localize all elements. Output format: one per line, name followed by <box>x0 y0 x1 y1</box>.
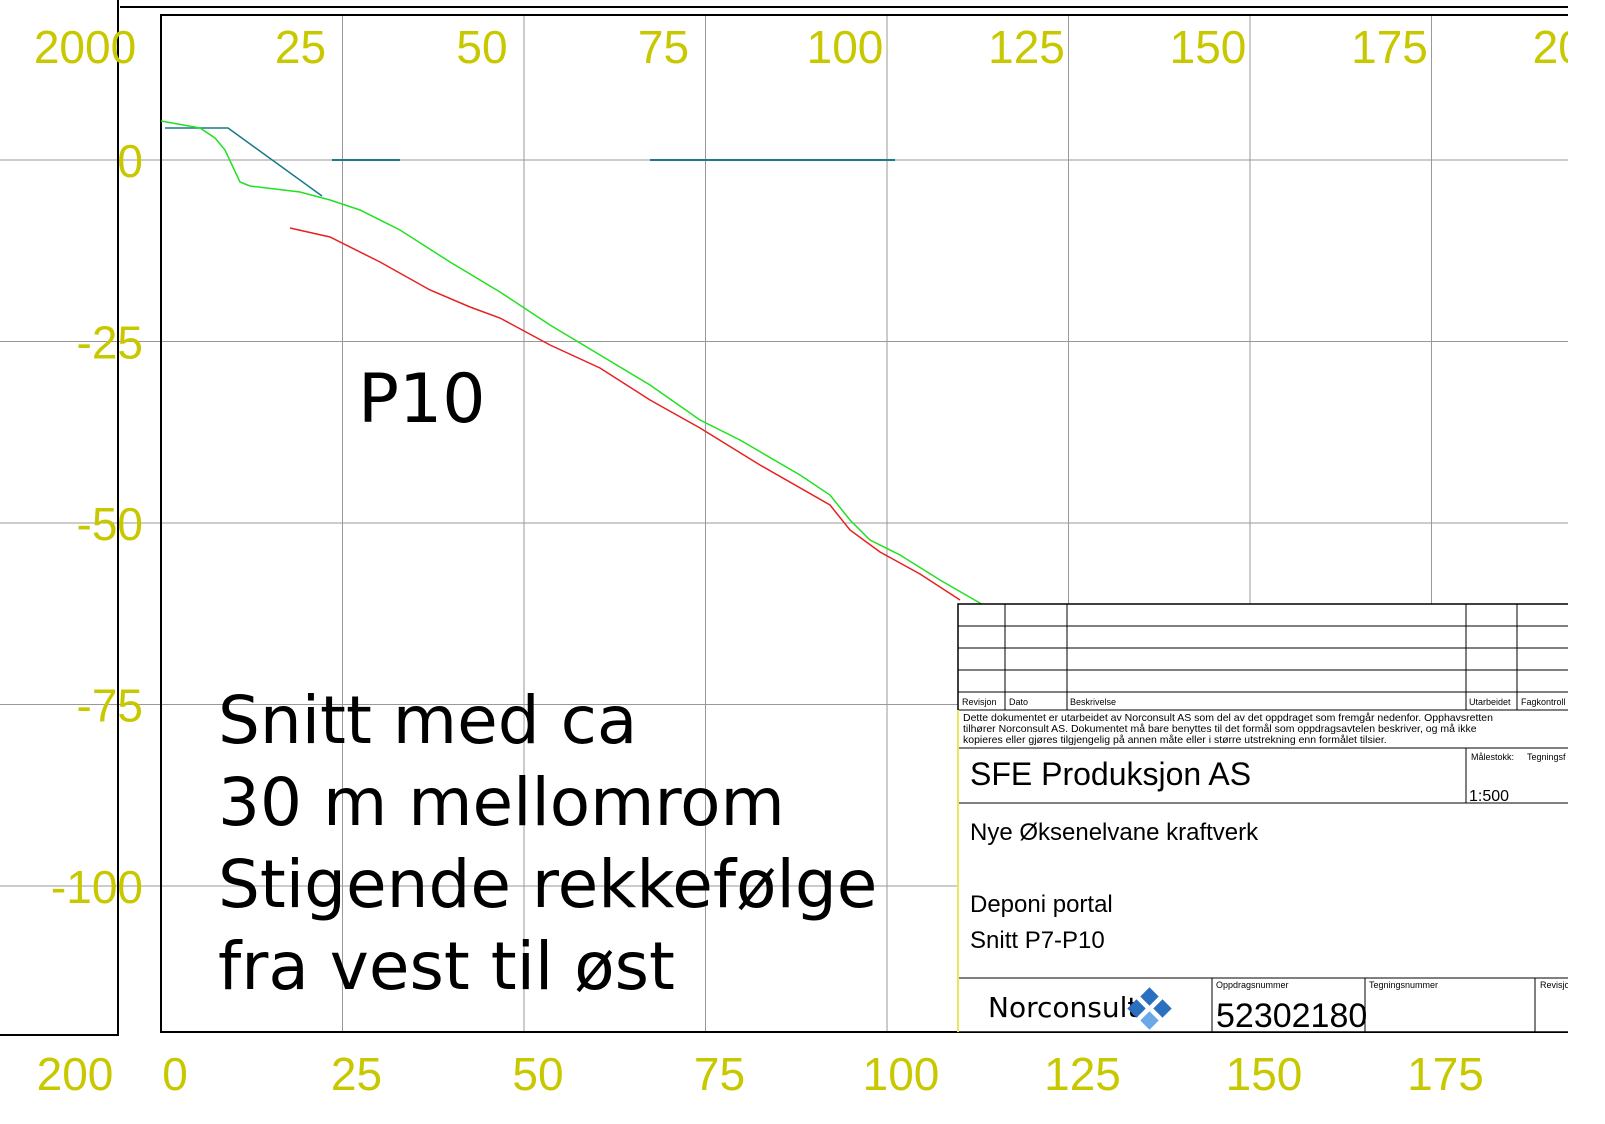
top-tick-label: 125 <box>988 21 1065 73</box>
header-label: Dato <box>1009 697 1028 707</box>
scale: 1:500 <box>1469 788 1509 805</box>
title-block: Revisjon Dato Beskrivelse Utarbeidet Fag… <box>957 603 1568 1035</box>
bottom-tick-label: 25 <box>331 1048 382 1100</box>
bottom-tick-label: 125 <box>1044 1048 1121 1100</box>
drawing-subtitle: Snitt P7-P10 <box>970 927 1105 954</box>
disclaimer: tilhører Norconsult AS. Dokumentet må ba… <box>963 723 1477 735</box>
top-tick-label: 100 <box>807 21 884 73</box>
title-block-frame <box>957 603 1568 1033</box>
scale-label: Målestokk: <box>1471 752 1514 762</box>
section-label: P10 <box>358 360 486 439</box>
note-line: Stigende rekkefølge <box>218 846 877 923</box>
order-number: 52302180 <box>1216 997 1367 1035</box>
company-logo <box>1127 987 1172 1030</box>
header-label: Fagkontroll <box>1521 697 1566 707</box>
grid <box>0 15 1568 1032</box>
top-tick-label: 50 <box>456 21 507 73</box>
drawing-title: Deponi portal <box>970 891 1113 918</box>
disclaimer: kopieres eller gjøres tilgjengelig på an… <box>963 734 1387 746</box>
top-tick-label: 200 <box>1533 21 1568 73</box>
client: SFE Produksjon AS <box>970 756 1251 792</box>
company-logo-text: Norconsult <box>988 991 1138 1024</box>
left-tick-label: 0 <box>117 135 143 187</box>
note-line: Snitt med ca <box>218 682 637 759</box>
left-tick-label: -100 <box>51 861 143 913</box>
plot-frame <box>160 14 1568 1033</box>
rock-profile <box>289 227 961 601</box>
design-line <box>165 127 323 197</box>
left-tick-label: -25 <box>77 317 143 369</box>
bottom-tick-label: 0 <box>162 1048 188 1100</box>
header-label: Utarbeidet <box>1469 697 1511 707</box>
terrain-profile <box>160 120 986 607</box>
note-line: fra vest til øst <box>218 928 675 1005</box>
top-tick-label: 25 <box>275 21 326 73</box>
disclaimer: Dette dokumentet er utarbeidet av Norcon… <box>963 712 1493 724</box>
top-tick-label: 175 <box>1351 21 1428 73</box>
left-tick-label: -75 <box>77 680 143 732</box>
revision-label: Revisjo <box>1540 980 1568 990</box>
order-label: Oppdragsnummer <box>1216 980 1289 990</box>
bottom-tick-label: 100 <box>863 1048 940 1100</box>
top-tick-label: 2000 <box>34 21 136 73</box>
top-tick-label: 150 <box>1170 21 1247 73</box>
bottom-tick-label: 200 <box>37 1048 114 1100</box>
bottom-tick-label: 150 <box>1226 1048 1303 1100</box>
project: Nye Øksenelvane kraftverk <box>970 819 1259 846</box>
format-label: Tegningsf <box>1527 752 1566 762</box>
bottom-tick-label: 75 <box>694 1048 745 1100</box>
header-label: Revisjon <box>962 697 997 707</box>
left-tick-label: -50 <box>77 498 143 550</box>
drawing: P10 Snitt med ca 30 m mellomrom Stigende… <box>0 0 1568 1100</box>
drawing-number-label: Tegningsnummer <box>1369 980 1438 990</box>
bottom-tick-label: 175 <box>1407 1048 1484 1100</box>
bottom-tick-label: 50 <box>512 1048 563 1100</box>
note-line: 30 m mellomrom <box>218 764 785 841</box>
top-tick-label: 75 <box>638 21 689 73</box>
header-label: Beskrivelse <box>1070 697 1116 707</box>
